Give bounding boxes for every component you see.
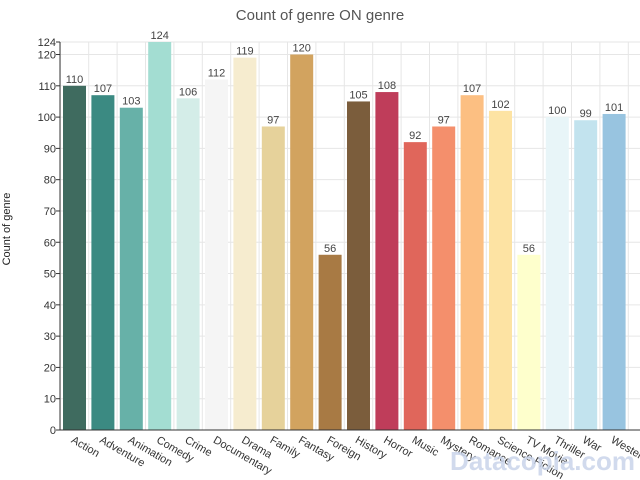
- bar: [205, 79, 228, 430]
- y-tick-label: 80: [44, 175, 56, 187]
- y-tick-label: 20: [44, 362, 56, 374]
- watermark: Datacopia.com: [450, 446, 635, 476]
- x-tick-label: Horror: [381, 434, 414, 460]
- bars: [63, 42, 626, 431]
- y-tick-label: 40: [44, 300, 56, 312]
- y-tick-label: 10: [44, 394, 56, 406]
- data-label: 107: [463, 83, 481, 95]
- y-tick-label: 90: [44, 143, 56, 155]
- y-tick-label: 120: [38, 50, 56, 62]
- data-label: 107: [94, 83, 112, 95]
- y-tick-label: 50: [44, 269, 56, 281]
- data-label: 110: [66, 74, 84, 86]
- data-label: 108: [378, 80, 396, 92]
- y-tick-label: 30: [44, 331, 56, 343]
- bar: [176, 98, 200, 431]
- data-label: 100: [548, 105, 566, 117]
- chart-title: Count of genre ON genre: [236, 7, 404, 24]
- bar: [375, 92, 399, 430]
- bar: [63, 85, 86, 430]
- x-tick-label: Music: [410, 434, 441, 459]
- bar: [233, 57, 257, 430]
- data-label: 112: [208, 68, 226, 80]
- data-label: 92: [409, 130, 421, 142]
- bar: [545, 117, 569, 430]
- data-label: 120: [293, 43, 311, 55]
- data-label: 119: [236, 46, 254, 58]
- data-label: 97: [438, 114, 450, 126]
- bar: [489, 110, 512, 430]
- value-labels: 110 107 103 124 106 112 119 97 120 56 105 108 92 97 10…: [66, 30, 624, 255]
- bar: [261, 126, 285, 430]
- bar: [148, 42, 172, 430]
- y-tick-label: 100: [38, 112, 56, 124]
- data-label: 102: [491, 99, 509, 111]
- data-label: 105: [349, 89, 367, 101]
- bar: [119, 107, 143, 430]
- bar: [91, 95, 115, 431]
- y-tick-label: 124: [38, 37, 56, 49]
- bar: [602, 113, 626, 430]
- bar: [347, 101, 370, 431]
- data-label: 101: [605, 102, 623, 114]
- y-tick-label: 60: [44, 237, 56, 249]
- bar: [432, 126, 456, 430]
- bar: [290, 54, 314, 431]
- x-tick-label: Action: [69, 434, 101, 460]
- data-label: 97: [267, 114, 279, 126]
- y-tick-label: 70: [44, 206, 56, 218]
- y-axis-label: Count of genre: [1, 193, 13, 266]
- x-tick-label: Family: [268, 434, 302, 461]
- data-label: 124: [151, 30, 169, 42]
- bar: [517, 254, 541, 430]
- bar: [574, 120, 598, 431]
- data-label: 56: [523, 243, 535, 255]
- y-tick-label: 110: [38, 81, 56, 93]
- bar: [460, 95, 484, 431]
- data-label: 99: [580, 108, 592, 120]
- data-label: 106: [179, 86, 197, 98]
- bar: [318, 254, 342, 430]
- data-label: 56: [324, 243, 336, 255]
- bar: [403, 142, 427, 430]
- y-tick-label: 0: [50, 425, 56, 437]
- data-label: 103: [122, 96, 140, 108]
